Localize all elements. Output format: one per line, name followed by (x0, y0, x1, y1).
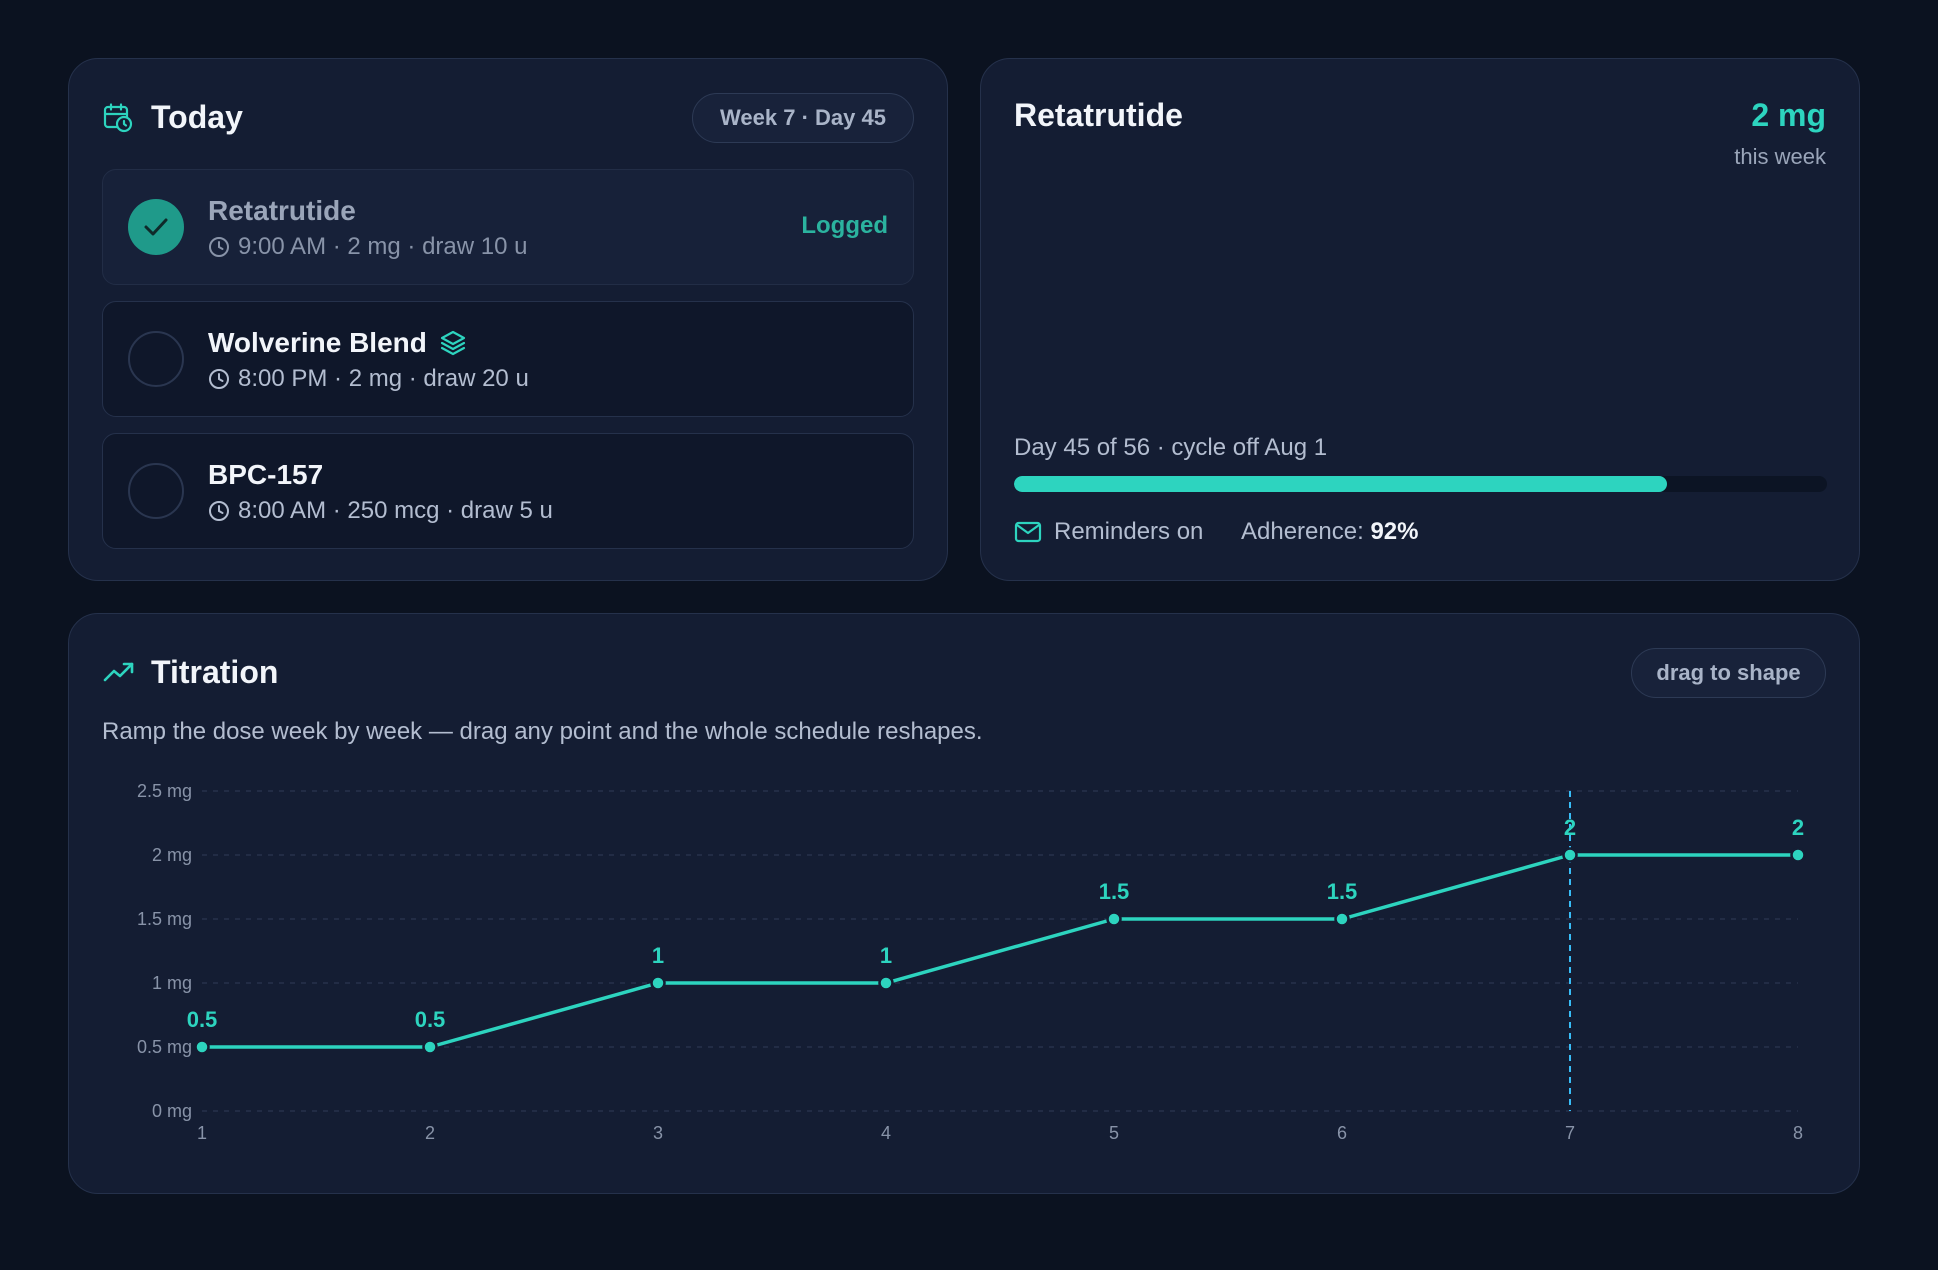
x-tick-label: 8 (1793, 1123, 1803, 1143)
data-point[interactable] (878, 975, 894, 991)
x-tick-label: 1 (197, 1123, 207, 1143)
dose-checkbox-unchecked[interactable] (128, 463, 184, 519)
calendar-clock-icon (103, 103, 133, 133)
dose-meta: 8:00 AM · 250 mcg · draw 5 u (208, 497, 553, 525)
x-tick-label: 4 (881, 1123, 891, 1143)
mail-icon (1014, 521, 1042, 543)
compound-summary-card: Retatrutide 2 mg this week Day 45 of 56 … (980, 58, 1860, 581)
y-tick-label: 1 mg (152, 973, 192, 993)
data-point[interactable] (1334, 911, 1350, 927)
compound-title: Retatrutide (1014, 97, 1183, 133)
weekly-dose-caption: this week (1734, 144, 1826, 169)
dose-name: Wolverine Blend (208, 327, 427, 358)
y-tick-label: 2 mg (152, 845, 192, 865)
dose-name: Retatrutide (208, 195, 356, 226)
x-tick-label: 5 (1109, 1123, 1119, 1143)
x-tick-label: 3 (653, 1123, 663, 1143)
cycle-progress-text: Day 45 of 56 · cycle off Aug 1 (1014, 434, 1328, 461)
dose-meta: 9:00 AM · 2 mg · draw 10 u (208, 233, 527, 261)
data-label: 1 (880, 943, 892, 968)
dose-meta-text: 8:00 PM · 2 mg · draw 20 u (238, 365, 529, 392)
weekly-dose: 2 mg (1751, 97, 1826, 133)
drag-to-shape-pill[interactable]: drag to shape (1631, 648, 1826, 698)
cycle-progress-bar (1014, 476, 1827, 492)
titration-title: Titration (151, 654, 279, 690)
logged-status: Logged (801, 212, 888, 239)
data-point[interactable] (1790, 847, 1806, 863)
dose-meta-text: 8:00 AM · 250 mcg · draw 5 u (238, 497, 553, 524)
data-label: 2 (1792, 815, 1804, 840)
dose-row-wolverine-blend[interactable]: Wolverine Blend 8:00 PM · 2 mg · draw 20… (102, 301, 914, 417)
clock-icon (209, 369, 229, 389)
x-tick-label: 2 (425, 1123, 435, 1143)
data-point[interactable] (194, 1039, 210, 1055)
data-point[interactable] (422, 1039, 438, 1055)
data-point[interactable] (1106, 911, 1122, 927)
today-card: Today Week 7 · Day 45 Retatrutide 9:00 A… (68, 58, 948, 581)
titration-chart[interactable]: 0 mg 0.5 mg 1 mg 1.5 mg 2 mg 2.5 mg 1 2 3 4 5 6 7 8 0… (69, 614, 1859, 1193)
cycle-progress-fill (1014, 476, 1668, 492)
dose-row-bpc-157[interactable]: BPC-157 8:00 AM · 250 mcg · draw 5 u (102, 433, 914, 549)
data-label: 0.5 (415, 1007, 446, 1032)
y-tick-label: 0.5 mg (137, 1037, 192, 1057)
adherence-value: 92% (1370, 518, 1419, 545)
series-line (202, 853, 1798, 1049)
dose-checkbox-unchecked[interactable] (128, 331, 184, 387)
y-tick-label: 2.5 mg (137, 781, 192, 801)
data-label: 1.5 (1099, 879, 1130, 904)
week-day-badge: Week 7 · Day 45 (692, 93, 914, 143)
data-label: 1 (652, 943, 664, 968)
today-title: Today (151, 99, 243, 135)
dose-name: BPC-157 (208, 459, 324, 490)
y-tick-label: 1.5 mg (137, 909, 192, 929)
layers-icon (440, 330, 465, 356)
x-tick-label: 7 (1565, 1123, 1575, 1143)
check-icon (144, 218, 168, 236)
dose-name-wrapper: Wolverine Blend (208, 327, 467, 359)
x-tick-label: 6 (1337, 1123, 1347, 1143)
data-label: 1.5 (1327, 879, 1358, 904)
clock-icon (209, 237, 229, 257)
trending-up-icon (103, 662, 134, 682)
data-point[interactable] (1562, 847, 1578, 863)
data-label: 2 (1564, 815, 1576, 840)
adherence-label: Adherence: (1241, 518, 1364, 545)
dose-checkbox-checked[interactable] (128, 199, 184, 255)
adherence: Adherence: 92% (1241, 518, 1418, 546)
y-tick-label: 0 mg (152, 1101, 192, 1121)
titration-card: Titration drag to shape Ramp the dose we… (68, 613, 1860, 1194)
data-point[interactable] (650, 975, 666, 991)
dose-meta: 8:00 PM · 2 mg · draw 20 u (208, 365, 529, 393)
clock-icon (209, 501, 229, 521)
data-label: 0.5 (187, 1007, 218, 1032)
dose-row-retatrutide[interactable]: Retatrutide 9:00 AM · 2 mg · draw 10 u L… (102, 169, 914, 285)
reminders-toggle[interactable]: Reminders on (1014, 518, 1203, 546)
reminders-label: Reminders on (1054, 518, 1204, 545)
dose-meta-text: 9:00 AM · 2 mg · draw 10 u (238, 233, 528, 260)
titration-description: Ramp the dose week by week — drag any po… (102, 718, 983, 745)
